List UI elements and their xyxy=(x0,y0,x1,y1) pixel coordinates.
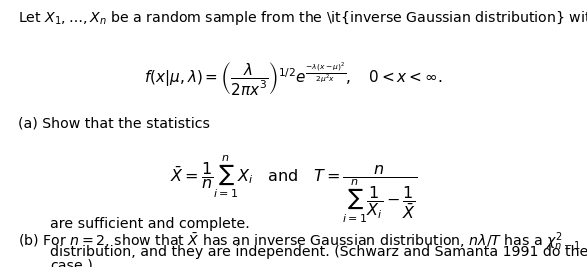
Text: case.): case.) xyxy=(50,259,93,267)
Text: $\bar{X} = \dfrac{1}{n}\sum_{i=1}^{n} X_i \quad \mathrm{and} \quad T = \dfrac{n}: $\bar{X} = \dfrac{1}{n}\sum_{i=1}^{n} X_… xyxy=(170,154,417,225)
Text: $f(x|\mu, \lambda) = \left(\dfrac{\lambda}{2\pi x^3}\right)^{1/2} e^{\frac{-\lam: $f(x|\mu, \lambda) = \left(\dfrac{\lambd… xyxy=(144,60,443,97)
Text: (a) Show that the statistics: (a) Show that the statistics xyxy=(18,116,210,130)
Text: (b) For $n = 2$, show that $\bar{X}$ has an inverse Gaussian distribution, $n\la: (b) For $n = 2$, show that $\bar{X}$ has… xyxy=(18,231,581,253)
Text: are sufficient and complete.: are sufficient and complete. xyxy=(50,217,249,231)
Text: Let $X_1,\ldots,X_n$ be a random sample from the \it{inverse Gaussian distributi: Let $X_1,\ldots,X_n$ be a random sample … xyxy=(18,9,587,27)
Text: distribution, and they are independent. (Schwarz and Samanta 1991 do the general: distribution, and they are independent. … xyxy=(50,245,587,259)
